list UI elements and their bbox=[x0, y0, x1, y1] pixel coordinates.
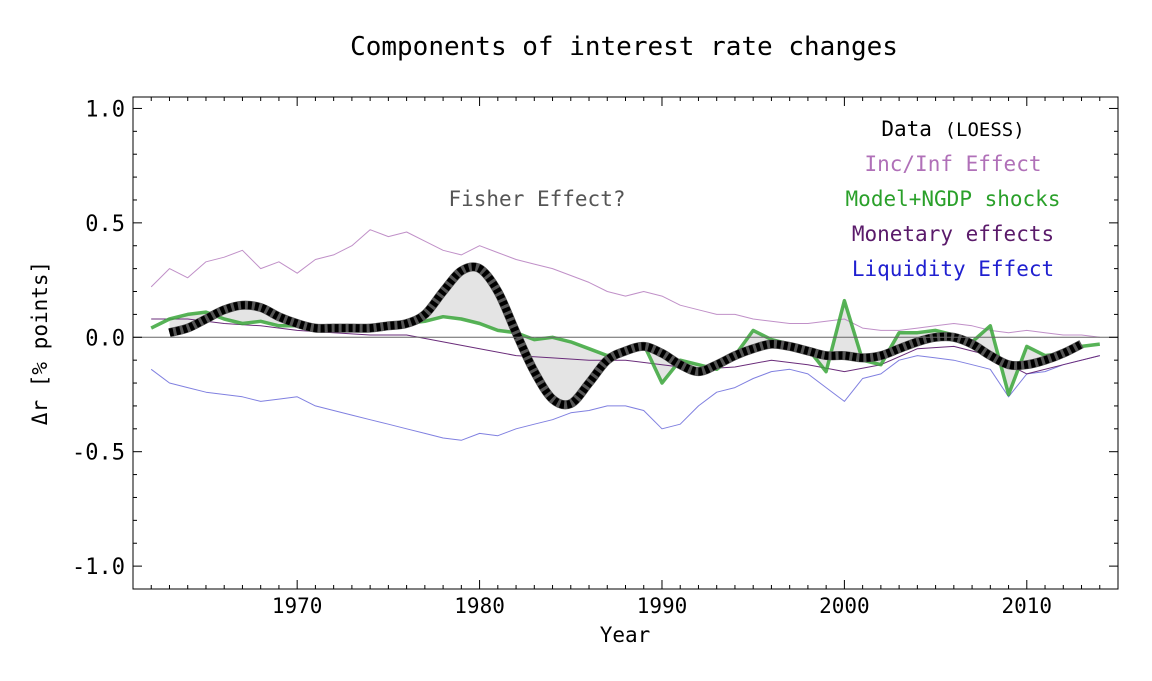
x-tick-label: 2010 bbox=[1002, 594, 1053, 618]
x-axis-label: Year bbox=[600, 623, 651, 647]
chart-title: Components of interest rate changes bbox=[350, 32, 898, 62]
y-axis: 1.0 0.5 0.0 -0.5 -1.0 bbox=[72, 97, 1118, 590]
annotation-fisher-effect: Fisher Effect? bbox=[448, 187, 625, 211]
y-tick-label: 0.5 bbox=[85, 212, 125, 237]
x-tick-label: 1980 bbox=[454, 594, 505, 618]
x-tick-label: 1970 bbox=[272, 594, 323, 618]
y-tick-label: -1.0 bbox=[72, 555, 125, 580]
series-data-loess-shadow bbox=[168, 262, 1084, 410]
legend-item-data-loess: Data (LOESS) bbox=[881, 117, 1024, 141]
legend: Data (LOESS) Inc/Inf Effect Model+NGDP sho… bbox=[846, 117, 1061, 281]
x-axis: 1970 1980 1990 2000 2010 bbox=[150, 97, 1101, 618]
series-layer bbox=[150, 229, 1101, 441]
legend-item-monetary-effects: Monetary effects bbox=[852, 222, 1054, 246]
legend-item-liquidity-effect: Liquidity Effect bbox=[852, 257, 1054, 281]
y-axis-label: Δr [% points] bbox=[28, 261, 52, 425]
series-data-loess bbox=[168, 262, 1084, 409]
legend-item-inc-inf-effect: Inc/Inf Effect bbox=[864, 152, 1041, 176]
y-tick-label: -0.5 bbox=[72, 441, 125, 466]
x-tick-label: 1990 bbox=[637, 594, 688, 618]
y-tick-label: 1.0 bbox=[85, 97, 125, 122]
series-liquidity-effect bbox=[150, 355, 1100, 441]
y-tick-label: 0.0 bbox=[85, 326, 125, 351]
series-inc-inf-effect bbox=[150, 229, 1100, 338]
x-tick-label: 2000 bbox=[819, 594, 870, 618]
legend-item-model-ngdp-shocks: Model+NGDP shocks bbox=[846, 187, 1061, 211]
